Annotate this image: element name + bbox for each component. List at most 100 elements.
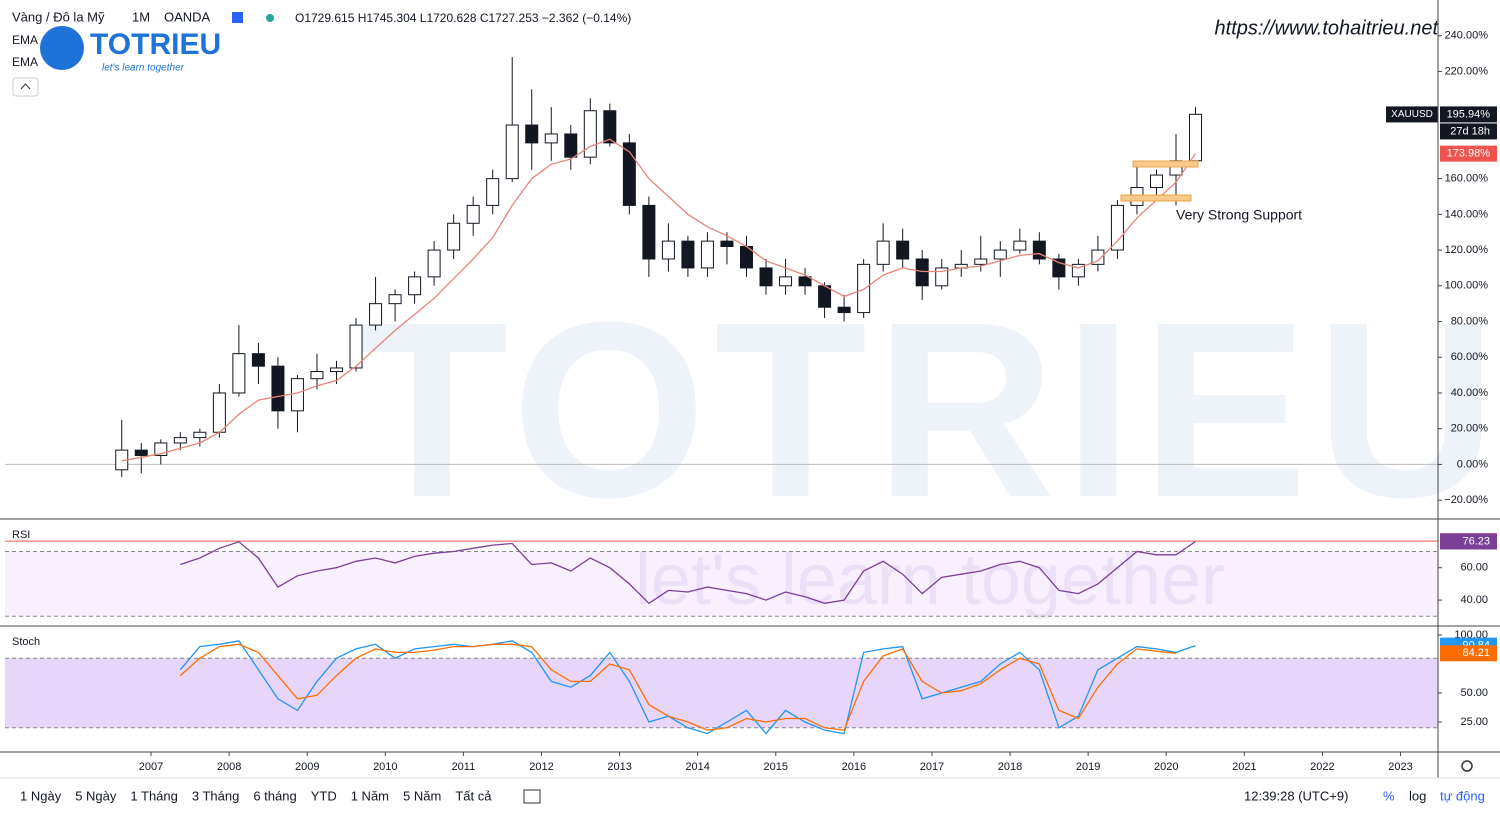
x-tick-label: 2020 [1154,761,1178,773]
indicator-label: EMA [12,33,38,47]
candle-body [427,249,441,278]
candle-body [564,133,578,158]
source: OANDA [164,9,211,24]
candle-body [759,267,773,287]
price-tag-label: 76.23 [1462,535,1490,547]
candle-body [193,431,207,439]
y-tick-label: 25.00 [1460,716,1488,728]
y-tick-label: −20.00% [1444,494,1488,506]
y-tick-label: 60.00 [1460,562,1488,574]
x-tick-label: 2011 [452,761,476,773]
indicator-line [179,643,1177,731]
settings-icon[interactable] [1461,760,1473,772]
date-range-icon[interactable] [523,789,541,804]
candle-body [544,133,558,144]
candle-body [857,263,871,314]
candle-body [212,392,226,433]
candle-body [583,110,597,158]
auto-toggle[interactable]: tự động [1440,788,1485,803]
range-button[interactable]: YTD [311,788,337,803]
y-tick-label: 0.00% [1457,458,1488,470]
price-tag-label: 84.21 [1462,647,1490,659]
collapse-icon [20,83,31,90]
percent-toggle[interactable]: % [1383,788,1395,803]
range-button[interactable]: 1 Ngày [20,788,62,803]
candle-body [974,258,988,265]
x-tick-label: 2013 [607,761,631,773]
x-tick-label: 2021 [1232,761,1256,773]
interval: 1M [132,9,150,24]
indicator-line [179,640,1196,735]
candle-body [876,240,890,265]
countdown-label: 27d 18h [1450,125,1490,137]
range-button[interactable]: 5 Ngày [75,788,117,803]
y-tick-label: 240.00% [1445,30,1489,42]
candle-body [173,437,187,444]
y-tick-label: 160.00% [1445,173,1489,185]
x-tick-label: 2010 [373,761,397,773]
range-button[interactable]: 1 Tháng [130,788,177,803]
x-tick-label: 2008 [217,761,241,773]
candle-body [505,124,519,180]
price-tag [1440,645,1497,662]
logo-text: TOTRIEU [90,28,221,61]
candle-body [1110,204,1124,251]
candle-body [779,276,793,287]
site-url: https://www.tohaitrieu.net [1215,17,1440,39]
range-button[interactable]: Tất cả [455,788,492,803]
panel-title: Stoch [12,636,40,648]
candle-body [818,285,832,308]
x-tick-label: 2018 [998,761,1022,773]
log-toggle[interactable]: log [1409,788,1426,803]
price-tag-label: 173.98% [1447,148,1491,160]
y-tick-label: 50.00 [1460,687,1488,699]
y-tick-label: 80.00% [1451,315,1489,327]
candle-body [896,240,910,260]
band-fill [5,658,1438,728]
x-tick-label: 2015 [764,761,788,773]
x-tick-label: 2022 [1310,761,1334,773]
x-tick-label: 2009 [295,761,319,773]
indicator-line [121,138,1197,462]
y-tick-label: 40.00 [1460,594,1488,606]
x-tick-label: 2014 [685,761,709,773]
collapse-button[interactable] [12,77,39,97]
ohlc-values: O1729.615 H1745.304 L1720.628 C1727.253 … [295,11,631,25]
candle-body [837,306,851,314]
candle-body [447,222,461,251]
y-tick-label: 220.00% [1445,65,1489,77]
annotation: Very Strong Support [1176,207,1302,223]
candle-body [310,371,324,380]
y-tick-label: 60.00% [1451,351,1489,363]
x-tick-label: 2019 [1076,761,1100,773]
candle-body [642,204,656,260]
candle-body [661,240,675,260]
x-tick-label: 2023 [1388,761,1412,773]
flag-icon[interactable] [232,12,243,23]
support-zone [1120,194,1192,202]
range-button[interactable]: 5 Năm [403,788,441,803]
candle-body [408,276,422,296]
symbol-tag-label: XAUUSD [1391,109,1433,120]
status-dot [266,14,274,22]
candle-body [993,249,1007,260]
watermark-tagline: let's learn together [635,540,1225,620]
clock: 12:39:28 (UTC+9) [1244,788,1348,803]
candle-body [603,110,617,144]
candle-body [290,378,304,412]
range-button[interactable]: 3 Tháng [192,788,239,803]
range-button[interactable]: 1 Năm [351,788,389,803]
range-button[interactable]: 6 tháng [253,788,296,803]
x-tick-label: 2012 [529,761,553,773]
candle-body [915,258,929,287]
candle-body [525,124,539,144]
price-tag-label: 195.94% [1447,108,1491,120]
band-fill [5,551,1438,617]
candle-body [134,449,148,456]
logo-tagline: let's learn together [102,63,185,74]
candle-body [271,365,285,412]
y-tick-label: 20.00% [1451,423,1489,435]
candle-body [349,324,363,369]
